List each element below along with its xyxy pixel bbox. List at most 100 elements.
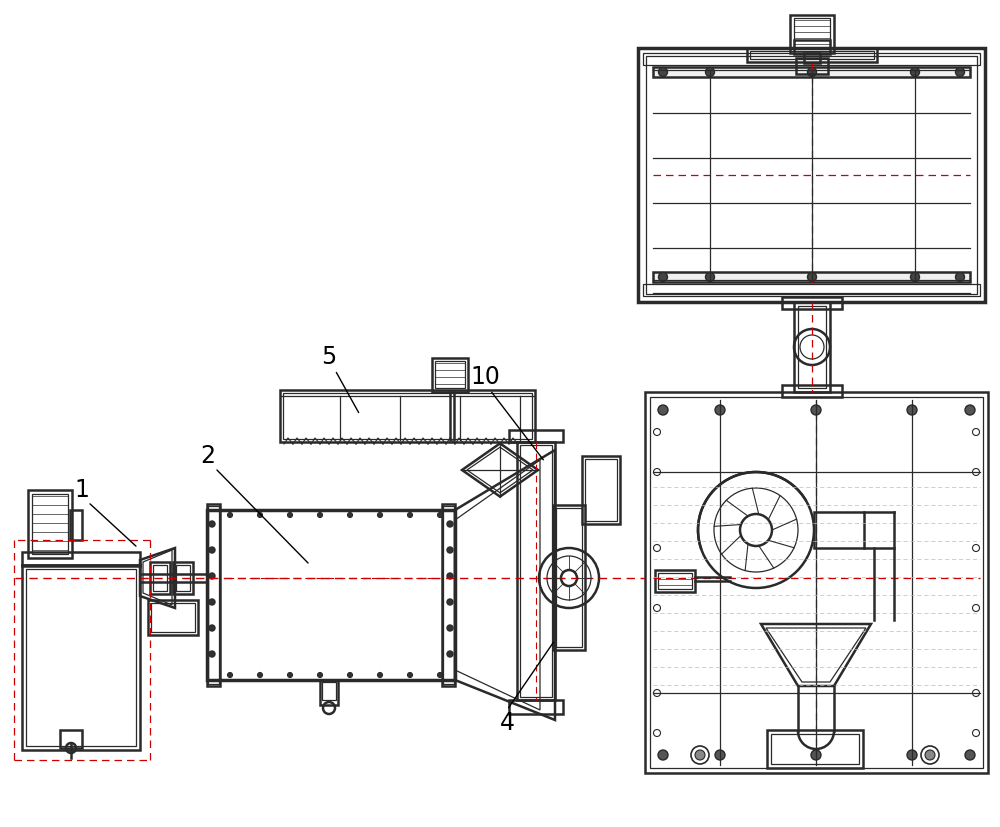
- Bar: [280, 390, 535, 442]
- Circle shape: [956, 273, 964, 281]
- Circle shape: [811, 405, 821, 415]
- Bar: [650, 397, 983, 768]
- Circle shape: [715, 405, 725, 415]
- Text: 2: 2: [200, 444, 216, 468]
- Bar: [148, 600, 198, 635]
- Circle shape: [447, 521, 453, 527]
- Circle shape: [910, 68, 920, 77]
- Bar: [22, 552, 140, 566]
- Circle shape: [209, 599, 215, 605]
- Circle shape: [811, 750, 821, 760]
- Bar: [771, 734, 859, 764]
- Bar: [442, 504, 455, 686]
- Bar: [645, 392, 988, 773]
- Bar: [26, 569, 136, 746]
- Bar: [585, 459, 617, 521]
- Circle shape: [706, 273, 714, 281]
- Circle shape: [318, 672, 322, 677]
- Bar: [794, 18, 830, 48]
- Bar: [796, 58, 828, 74]
- Circle shape: [209, 625, 215, 631]
- Bar: [22, 565, 140, 750]
- Bar: [432, 358, 468, 392]
- Circle shape: [438, 513, 442, 518]
- Bar: [804, 53, 820, 63]
- Circle shape: [209, 651, 215, 657]
- Circle shape: [658, 405, 668, 415]
- Circle shape: [658, 750, 668, 760]
- Bar: [814, 512, 864, 548]
- Bar: [794, 40, 830, 54]
- Bar: [176, 565, 190, 591]
- Circle shape: [658, 273, 668, 281]
- Bar: [443, 506, 454, 684]
- Bar: [747, 48, 877, 62]
- Circle shape: [447, 599, 453, 605]
- Circle shape: [695, 750, 705, 760]
- Bar: [582, 456, 620, 524]
- Bar: [653, 272, 970, 282]
- Bar: [655, 570, 695, 592]
- Text: 1: 1: [75, 478, 89, 502]
- Bar: [782, 385, 842, 397]
- Circle shape: [447, 547, 453, 553]
- Circle shape: [925, 750, 935, 760]
- Circle shape: [447, 625, 453, 631]
- Circle shape: [438, 672, 442, 677]
- Circle shape: [658, 68, 668, 77]
- Bar: [638, 48, 985, 302]
- Bar: [207, 504, 220, 686]
- Circle shape: [318, 513, 322, 518]
- Circle shape: [956, 68, 964, 77]
- Bar: [322, 682, 336, 700]
- Circle shape: [706, 68, 714, 77]
- Circle shape: [228, 513, 232, 518]
- Bar: [509, 700, 563, 714]
- Bar: [509, 430, 563, 442]
- Bar: [653, 67, 970, 77]
- Bar: [32, 494, 68, 554]
- Circle shape: [228, 672, 232, 677]
- Bar: [790, 15, 834, 53]
- Circle shape: [447, 651, 453, 657]
- Bar: [794, 302, 830, 392]
- Bar: [520, 445, 552, 697]
- Bar: [556, 508, 582, 647]
- Circle shape: [408, 513, 413, 518]
- Bar: [553, 505, 585, 650]
- Bar: [70, 510, 82, 540]
- Circle shape: [965, 750, 975, 760]
- Circle shape: [965, 405, 975, 415]
- Bar: [643, 284, 980, 296]
- Circle shape: [408, 672, 413, 677]
- Circle shape: [209, 521, 215, 527]
- Circle shape: [907, 750, 917, 760]
- Bar: [658, 573, 692, 589]
- Circle shape: [715, 750, 725, 760]
- Bar: [750, 51, 874, 59]
- Bar: [517, 442, 555, 700]
- Circle shape: [378, 513, 382, 518]
- Circle shape: [910, 273, 920, 281]
- Text: 4: 4: [500, 711, 514, 735]
- Bar: [60, 730, 82, 748]
- Bar: [153, 565, 167, 591]
- Circle shape: [447, 573, 453, 579]
- Bar: [798, 306, 826, 388]
- Bar: [643, 53, 980, 65]
- Circle shape: [348, 672, 352, 677]
- Bar: [207, 510, 455, 680]
- Bar: [283, 393, 532, 439]
- Bar: [320, 680, 338, 705]
- Bar: [767, 730, 863, 768]
- Bar: [208, 506, 219, 684]
- Text: 10: 10: [470, 365, 500, 389]
- Bar: [782, 297, 842, 309]
- Circle shape: [209, 547, 215, 553]
- Circle shape: [808, 68, 816, 77]
- Circle shape: [288, 513, 292, 518]
- Circle shape: [288, 672, 292, 677]
- Circle shape: [348, 513, 352, 518]
- Circle shape: [258, 513, 262, 518]
- Bar: [173, 562, 193, 594]
